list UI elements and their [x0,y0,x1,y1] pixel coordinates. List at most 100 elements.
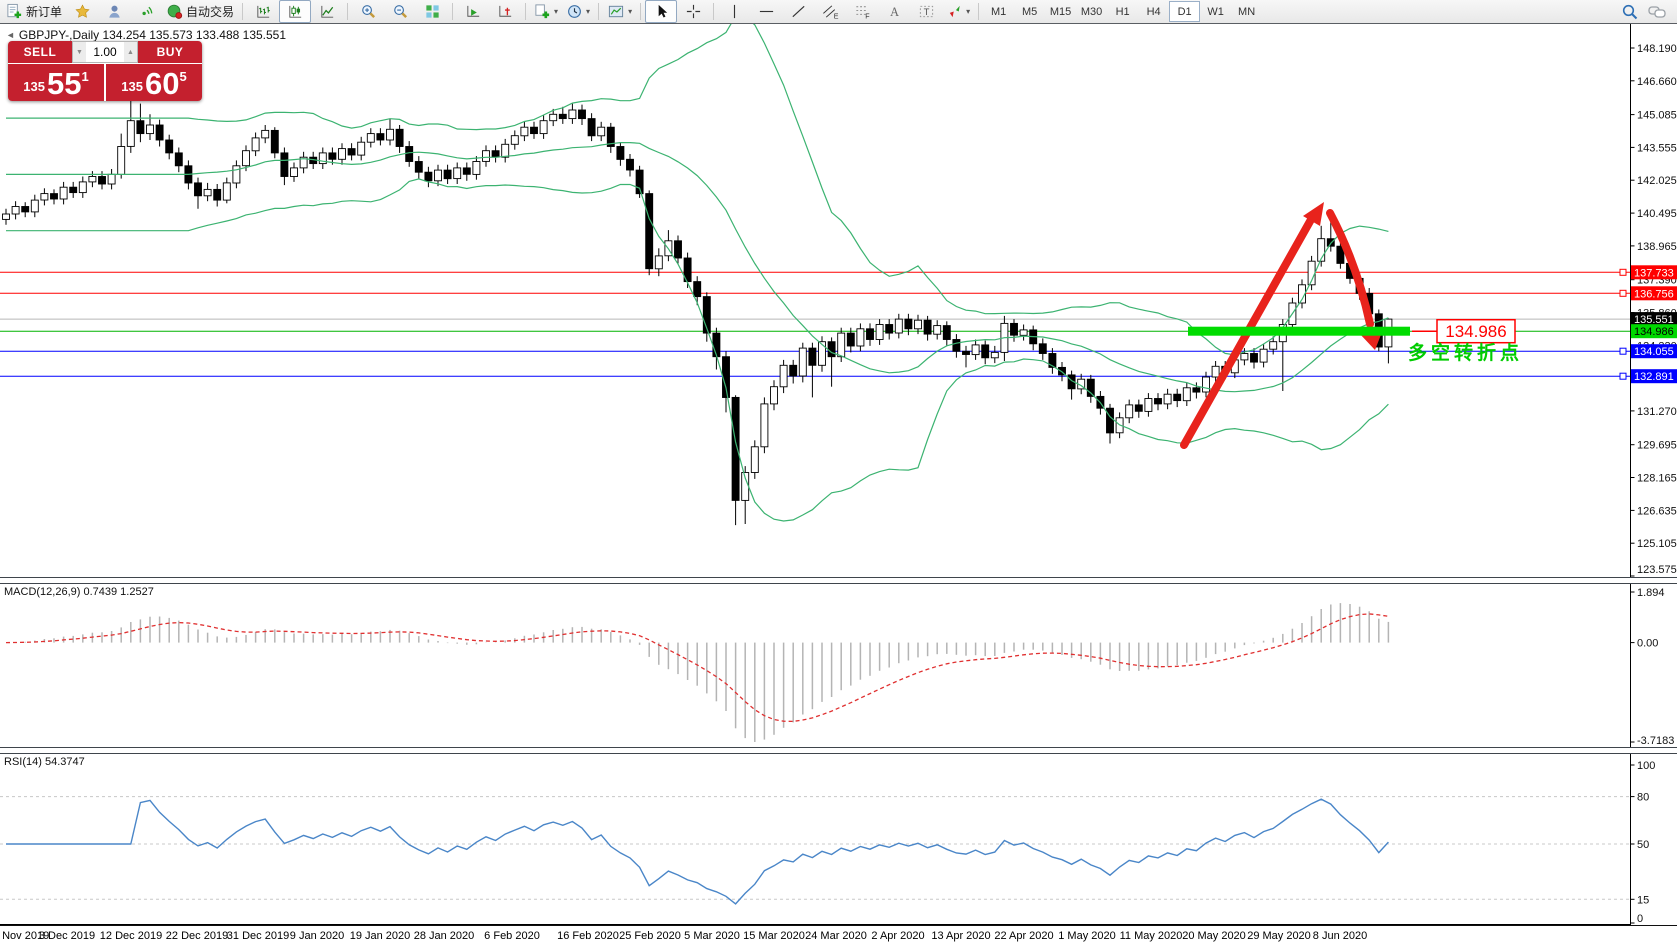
bid-price[interactable]: 135 55 1 [8,64,104,101]
trendline-tool-button[interactable] [782,0,814,23]
date-label: 19 Jan 2020 [349,930,411,942]
line-chart-icon [319,3,336,20]
text-label-tool-button[interactable]: T [910,0,942,23]
line-chart-mode-button[interactable] [311,0,343,23]
svg-text:多空转折点: 多空转折点 [1408,341,1523,364]
horizontal-line-tool-button[interactable] [750,0,782,23]
volume-decrease-button[interactable]: ▼ [73,42,86,62]
tf-button-M1[interactable]: M1 [990,5,1007,18]
arrows-tool-button[interactable]: ▾ [942,0,974,23]
rsi-label: RSI(14) 54.3747 [4,756,85,768]
svg-text:100: 100 [1637,760,1655,772]
rsi-canvas[interactable]: 100 80 50 15 0 [0,754,1677,925]
rsi-pane[interactable]: 100 80 50 15 0 RSI(14) 54.3747 [0,754,1677,925]
zoom-out-icon [392,3,409,20]
tf-button-W1[interactable]: W1 [1207,5,1224,18]
svg-text:142.025: 142.025 [1637,175,1677,187]
svg-text:50: 50 [1637,839,1649,851]
volume-input[interactable] [86,42,124,62]
tf-button-M15[interactable]: M15 [1049,5,1072,18]
tile-windows-button[interactable] [416,0,448,23]
toolbar-separator [525,3,527,20]
macd-pane[interactable]: 1.894 0.00 -3.7183 MACD(12,26,9) 0.7439 1.… [0,584,1677,747]
tf-button-H1[interactable]: H1 [1115,5,1130,18]
equidistant-channel-tool-button[interactable]: E [814,0,846,23]
signals-button[interactable] [130,0,162,23]
period-button[interactable]: ▾ [562,0,594,23]
ask-pip: 5 [179,69,187,84]
sell-button[interactable]: SELL [8,41,72,63]
bar-chart-mode-button[interactable] [247,0,279,23]
favorites-icon [74,3,91,20]
date-label: 15 Mar 2020 [743,930,805,942]
date-label: 25 Feb 2020 [619,930,681,942]
svg-text:135.551: 135.551 [1634,314,1674,326]
add-indicator-button[interactable]: ▾ [530,0,562,23]
vertical-line-tool-button[interactable] [718,0,750,23]
tile-windows-icon [424,3,441,20]
date-label: 31 Dec 2019 [226,930,290,942]
favorites-button[interactable] [66,0,98,23]
crosshair-tool-button[interactable] [677,0,709,23]
search-icon[interactable] [1621,3,1639,21]
templates-button[interactable]: ▾ [603,0,636,23]
pane-separator[interactable] [0,577,1677,584]
svg-text:143.555: 143.555 [1637,142,1677,154]
price-chart-canvas[interactable]: 134.986 多空转折点 148.190 146.660 145.085 143.555… [0,24,1677,577]
bid-pip: 1 [81,69,89,84]
svg-text:0: 0 [1637,913,1643,925]
macd-canvas[interactable]: 1.894 0.00 -3.7183 [0,584,1677,747]
svg-text:A: A [890,5,899,19]
new-order-icon [6,3,23,20]
tf-button-H4[interactable]: H4 [1146,5,1161,18]
collapse-arrow-icon[interactable]: ◄ [6,30,15,40]
chart-title-text: GBPJPY-,Daily 134.254 135.573 133.488 13… [18,28,287,42]
ask-price[interactable]: 135 60 5 [106,64,202,101]
profile-button[interactable] [98,0,130,23]
ask-main: 60 [144,66,180,101]
svg-text:E: E [834,13,839,20]
autotrade-icon [166,3,183,20]
svg-text:T: T [923,7,929,18]
tf-button-M5[interactable]: M5 [1021,5,1038,18]
date-label: 11 May 2020 [1119,930,1183,942]
tf-button-D1[interactable]: D1 [1169,1,1201,22]
one-click-trade-panel: SELL ▼ ▲ BUY 135 55 1 135 60 5 [8,41,202,101]
price-chart-pane[interactable]: 134.986 多空转折点 148.190 146.660 145.085 143.555… [0,24,1677,577]
text-tool-button[interactable]: A [878,0,910,23]
tf-button-MN[interactable]: MN [1238,5,1256,18]
zoom-in-button[interactable] [352,0,384,23]
auto-scroll-icon [465,3,482,20]
toolbar-right-group [1621,3,1675,21]
svg-text:123.575: 123.575 [1637,564,1677,576]
cursor-tool-button[interactable] [645,0,678,23]
price-divider [104,64,106,101]
new-order-button[interactable]: 新订单 [2,0,66,23]
volume-increase-button[interactable]: ▲ [124,42,137,62]
chat-icon[interactable] [1647,3,1667,21]
buy-button[interactable]: BUY [138,41,202,63]
svg-text:146.660: 146.660 [1637,76,1677,88]
timeframe-bar: M1 M5 M15 M30 H1 H4 D1 W1 MN [983,1,1262,22]
zoom-out-button[interactable] [384,0,416,23]
vertical-line-icon [726,3,743,20]
date-label: 16 Feb 2020 [557,930,619,942]
candlestick-mode-button[interactable] [279,0,312,23]
date-label: 28 Jan 2020 [413,930,475,942]
chart-shift-button[interactable] [489,0,521,23]
fibonacci-tool-button[interactable]: F [846,0,878,23]
tf-button-M30[interactable]: M30 [1080,5,1103,18]
date-label: 24 Mar 2020 [805,930,867,942]
date-label: 29 May 2020 [1247,930,1311,942]
chevron-down-icon: ▾ [966,7,971,16]
chart-title: ◄ GBPJPY-,Daily 134.254 135.573 133.488 … [6,28,286,42]
toolbar-separator [452,3,454,20]
date-label: 22 Apr 2020 [994,930,1054,942]
date-label: 12 Dec 2019 [99,930,163,942]
svg-text:125.105: 125.105 [1637,538,1677,550]
svg-text:131.270: 131.270 [1637,406,1677,418]
autotrade-button[interactable]: 自动交易 [162,0,238,23]
pane-separator[interactable] [0,747,1677,754]
auto-scroll-button[interactable] [457,0,489,23]
